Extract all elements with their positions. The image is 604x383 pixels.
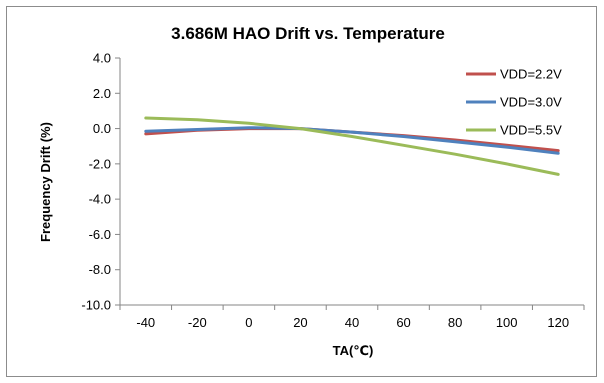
x-tick-label: 100 <box>496 315 518 330</box>
y-tick-label: -6.0 <box>89 227 111 242</box>
series-lines <box>144 116 560 176</box>
y-axis: 4.0 2.0 0.0 -2.0 -4.0 -6.0 -8.0 -10.0 <box>81 51 121 313</box>
x-axis: -40 -20 0 20 40 60 80 100 120 <box>119 304 585 330</box>
chart-frame <box>6 6 597 377</box>
x-tick-label: 40 <box>345 315 359 330</box>
x-tick-label: 20 <box>293 315 307 330</box>
y-tick-label: -8.0 <box>89 262 111 277</box>
legend-label-1: VDD=2.2V <box>500 67 562 82</box>
y-axis-title: Frequency Drift (%) <box>38 122 53 242</box>
legend-label-3: VDD=5.5V <box>500 123 562 138</box>
x-tick-label: 80 <box>448 315 462 330</box>
x-tick-label: 0 <box>245 315 252 330</box>
legend: VDD=2.2V VDD=3.0V VDD=5.5V <box>466 67 562 138</box>
legend-label-2: VDD=3.0V <box>500 95 562 110</box>
y-tick-label: -10.0 <box>81 298 111 313</box>
x-axis-title: TA(℃) <box>333 343 374 358</box>
x-tick-label: -20 <box>188 315 207 330</box>
y-tick-label: -2.0 <box>89 156 111 171</box>
y-tick-label: 0.0 <box>93 121 111 136</box>
x-tick-label: 120 <box>547 315 569 330</box>
series-line-3 <box>144 116 560 176</box>
y-tick-label: -4.0 <box>89 192 111 207</box>
x-tick-label: 60 <box>396 315 410 330</box>
y-tick-label: 4.0 <box>93 51 111 66</box>
series-line-2 <box>144 126 560 155</box>
x-tick-label: -40 <box>136 315 155 330</box>
y-tick-label: 2.0 <box>93 86 111 101</box>
chart-title: 3.686M HAO Drift vs. Temperature <box>171 24 445 43</box>
